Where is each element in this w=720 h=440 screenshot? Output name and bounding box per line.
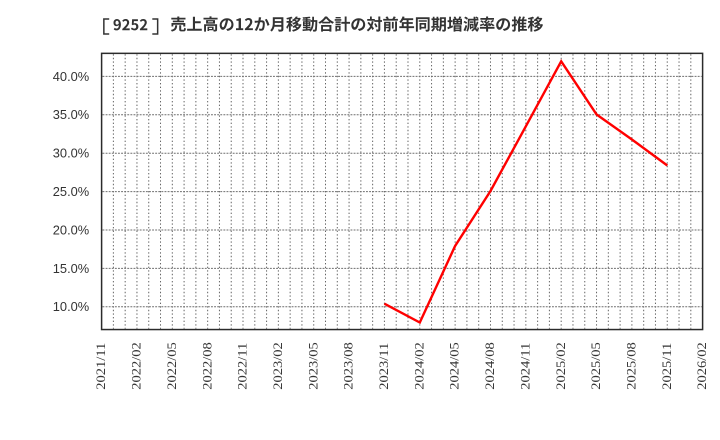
svg-text:20.0%: 20.0% [53,223,89,237]
svg-text:2022/02: 2022/02 [129,342,143,390]
svg-text:2022/08: 2022/08 [200,342,214,390]
svg-text:10.0%: 10.0% [53,300,89,314]
svg-text:2023/11: 2023/11 [377,343,391,390]
svg-text:2023/05: 2023/05 [306,342,320,390]
svg-text:30.0%: 30.0% [53,147,89,161]
svg-text:2023/08: 2023/08 [342,342,356,390]
svg-text:2026/02: 2026/02 [695,342,709,390]
svg-text:2024/02: 2024/02 [412,342,426,390]
svg-text:2021/11: 2021/11 [94,343,108,390]
svg-text:40.0%: 40.0% [53,70,89,84]
svg-text:2024/05: 2024/05 [448,342,462,390]
svg-text:2025/02: 2025/02 [554,342,568,390]
svg-text:2024/11: 2024/11 [518,343,532,390]
svg-text:2025/11: 2025/11 [660,343,674,390]
svg-text:2023/02: 2023/02 [271,342,285,390]
svg-text:2022/05: 2022/05 [165,342,179,390]
svg-text:25.0%: 25.0% [53,185,89,199]
svg-text:15.0%: 15.0% [53,262,89,276]
svg-text:2022/11: 2022/11 [236,343,250,390]
svg-text:2025/08: 2025/08 [624,342,638,390]
svg-text:2024/08: 2024/08 [483,342,497,390]
svg-text:35.0%: 35.0% [53,108,89,122]
svg-text:2025/05: 2025/05 [589,342,603,390]
